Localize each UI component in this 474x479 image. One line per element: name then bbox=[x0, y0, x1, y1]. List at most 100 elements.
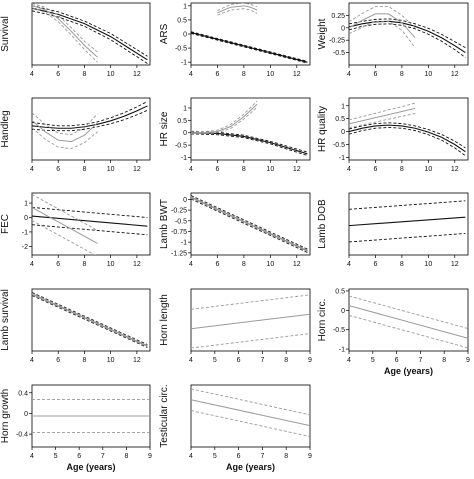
y-tick-label: 0 bbox=[183, 130, 187, 137]
x-tick-label: 10 bbox=[107, 261, 115, 268]
x-tick-label: 8 bbox=[82, 357, 86, 364]
x-tick-label: 8 bbox=[400, 166, 404, 173]
x-tick-label: 8 bbox=[400, 261, 404, 268]
panel-frame bbox=[190, 192, 311, 256]
y-tick-label: 1 bbox=[341, 103, 345, 110]
panel-weight: 4 6 8 10 12 0.25 0 -0.25 -0.5 Weight bbox=[317, 2, 469, 78]
y-tick-label: -0.5 bbox=[175, 218, 187, 225]
x-tick-label: 6 bbox=[56, 357, 60, 364]
series-grey-upper-ci bbox=[217, 3, 258, 12]
y-axis-label: HR quality bbox=[317, 106, 328, 152]
x-tick-label: 8 bbox=[242, 71, 246, 78]
x-tick-label: 6 bbox=[215, 71, 219, 78]
x-tick-label: 6 bbox=[373, 71, 377, 78]
panel-frame bbox=[31, 2, 151, 66]
x-tick-label: 7 bbox=[260, 357, 264, 364]
x-tick-label: 5 bbox=[54, 453, 58, 460]
y-tick-label: 0 bbox=[24, 215, 28, 222]
x-tick-label: 10 bbox=[107, 357, 115, 364]
x-tick-label: 6 bbox=[237, 453, 241, 460]
x-tick-label: 7 bbox=[260, 453, 264, 460]
series-grey-lower-ci bbox=[349, 20, 416, 48]
panel-lamb_dob: 4 6 8 10 12 Lamb DOB bbox=[317, 192, 469, 268]
series-grey-fit-line bbox=[32, 5, 98, 58]
panel-frame bbox=[31, 192, 151, 256]
x-tick-label: 12 bbox=[451, 71, 459, 78]
series-black-lower-ci bbox=[349, 23, 466, 58]
x-tick-label: 5 bbox=[371, 357, 375, 364]
y-tick-label: 0.5 bbox=[335, 288, 345, 295]
series-grey-upper-ci bbox=[191, 100, 258, 133]
series-black-fit-line bbox=[32, 215, 148, 227]
x-tick-label: 8 bbox=[82, 166, 86, 173]
x-tick-label: 4 bbox=[30, 357, 34, 364]
x-tick-label: 4 bbox=[30, 261, 34, 268]
x-tick-label: 7 bbox=[101, 453, 105, 460]
panel-handleg: 4 6 8 10 12 Handleg bbox=[0, 97, 151, 173]
x-tick-label: 4 bbox=[347, 71, 351, 78]
x-tick-label: 8 bbox=[284, 357, 288, 364]
series-grey-upper-ci bbox=[349, 295, 468, 329]
series-grey-fit-line bbox=[191, 196, 308, 252]
y-tick-label: -1 bbox=[181, 60, 187, 67]
series-black-lower-ci bbox=[349, 126, 466, 156]
series-black-upper-ci bbox=[349, 122, 466, 149]
series-grey-upper-ci bbox=[349, 6, 416, 29]
y-tick-label: -1 bbox=[181, 240, 187, 247]
x-tick-label: 6 bbox=[215, 166, 219, 173]
x-axis-title: Age (years) bbox=[66, 462, 115, 472]
panel-ars: 4 6 8 10 12 1 0.5 0 -0.5 -1 ARS bbox=[159, 2, 311, 78]
x-tick-label: 12 bbox=[133, 357, 141, 364]
y-tick-label: -0.25 bbox=[171, 208, 187, 215]
series-grey-upper-ci bbox=[191, 294, 310, 310]
series-black-upper-ci bbox=[32, 292, 148, 345]
series-grey-fit-line bbox=[217, 5, 258, 14]
x-tick-label: 8 bbox=[400, 71, 404, 78]
series-black-lower-ci bbox=[32, 109, 148, 132]
x-tick-label: 4 bbox=[347, 261, 351, 268]
x-tick-label: 6 bbox=[77, 453, 81, 460]
series-grey-lower-ci bbox=[32, 7, 98, 63]
series-black-lower-ci bbox=[32, 10, 148, 64]
y-tick-label: -0.5 bbox=[175, 46, 187, 53]
x-tick-label: 6 bbox=[215, 261, 219, 268]
y-tick-label: -0.75 bbox=[171, 229, 187, 236]
series-black-fit-line bbox=[191, 132, 308, 155]
series-grey-fit-line bbox=[191, 103, 258, 134]
x-tick-label: 10 bbox=[424, 261, 432, 268]
series-black-upper-ci bbox=[349, 200, 466, 210]
x-tick-label: 12 bbox=[133, 261, 141, 268]
y-tick-label: -1 bbox=[339, 347, 345, 354]
panel-horn_circ: 4 5 6 7 8 9 0.5 0 -0.5 -1 Horn circ. Age (years) bbox=[317, 288, 470, 376]
x-tick-label: 5 bbox=[213, 453, 217, 460]
series-black-upper-ci bbox=[191, 195, 308, 250]
panel-frame bbox=[348, 288, 469, 352]
series-grey-upper-ci bbox=[349, 102, 416, 121]
panel-frame bbox=[190, 97, 311, 161]
y-axis-label: Horn length bbox=[159, 294, 170, 346]
y-axis-label: HR size bbox=[159, 111, 170, 146]
series-black-lower-ci bbox=[349, 233, 466, 243]
panel-frame bbox=[348, 192, 469, 256]
y-axis-label: FEC bbox=[0, 214, 11, 234]
y-axis-label: Lamb survival bbox=[0, 289, 11, 351]
series-grey-lower-ci bbox=[191, 197, 308, 252]
panel-horn_growth: 4 5 6 7 8 9 0.4 0 -0.4 Horn growth Age (years) bbox=[0, 384, 152, 472]
y-tick-label: -2 bbox=[22, 244, 28, 251]
panel-frame bbox=[190, 288, 311, 352]
panel-survival: 4 6 8 10 12 Survival bbox=[0, 2, 151, 78]
series-grey-upper-ci bbox=[32, 3, 98, 53]
series-grey-lower-ci bbox=[32, 220, 96, 255]
series-black-lower-ci bbox=[191, 33, 308, 64]
y-tick-label: 1 bbox=[24, 201, 28, 208]
x-tick-label: 4 bbox=[30, 166, 34, 173]
series-grey-fit-line bbox=[32, 206, 98, 244]
y-tick-label: 0 bbox=[341, 25, 345, 32]
series-grey-upper-ci bbox=[32, 292, 148, 346]
x-tick-label: 9 bbox=[308, 357, 312, 364]
x-tick-label: 4 bbox=[189, 261, 193, 268]
x-tick-label: 10 bbox=[266, 261, 274, 268]
series-black-fit-line bbox=[349, 216, 466, 227]
